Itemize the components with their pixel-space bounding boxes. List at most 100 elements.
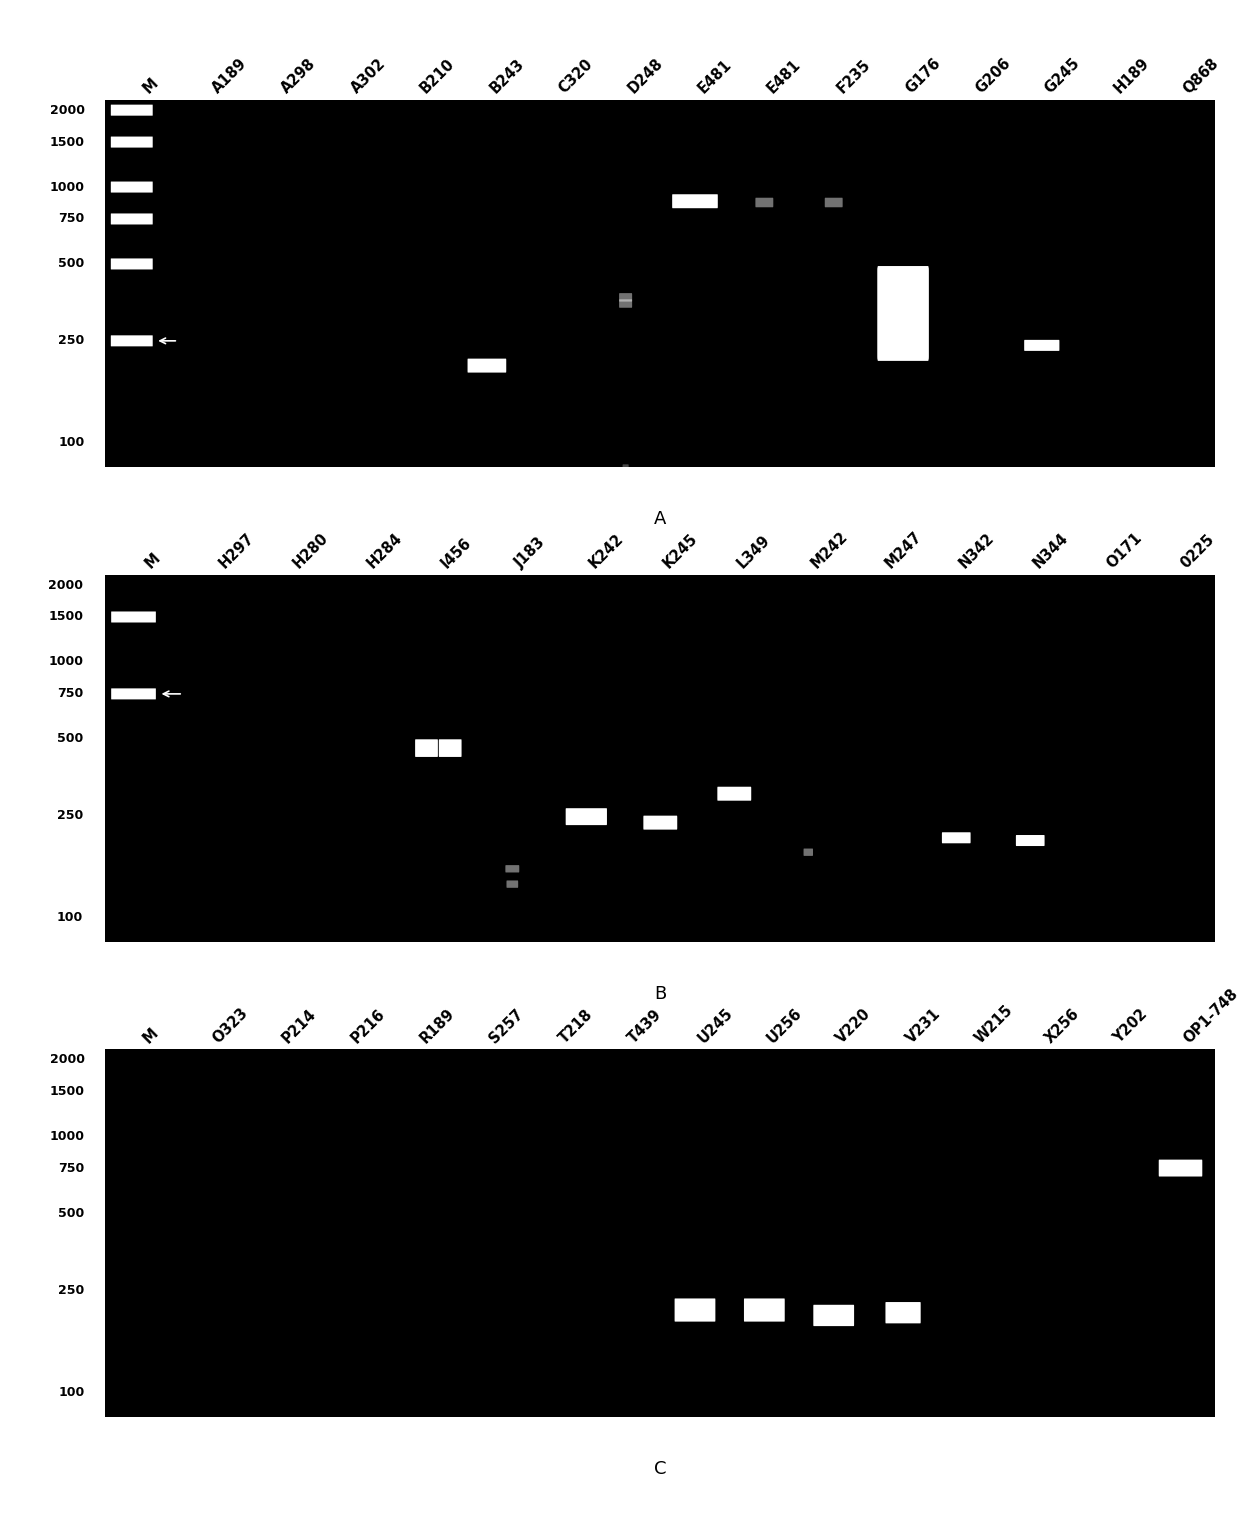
Text: S257: S257 bbox=[487, 1007, 527, 1046]
Text: 1000: 1000 bbox=[48, 656, 83, 668]
Text: G176: G176 bbox=[903, 55, 944, 97]
Text: U256: U256 bbox=[764, 1005, 805, 1046]
Text: F235: F235 bbox=[833, 57, 873, 97]
FancyBboxPatch shape bbox=[110, 181, 153, 193]
FancyBboxPatch shape bbox=[565, 809, 606, 826]
Text: L349: L349 bbox=[734, 533, 773, 571]
FancyBboxPatch shape bbox=[885, 1302, 920, 1324]
Text: G245: G245 bbox=[1042, 55, 1083, 97]
Text: 100: 100 bbox=[58, 437, 84, 449]
FancyBboxPatch shape bbox=[942, 832, 971, 843]
Text: H297: H297 bbox=[217, 530, 257, 571]
Text: N344: N344 bbox=[1030, 530, 1071, 571]
FancyBboxPatch shape bbox=[439, 740, 461, 757]
FancyBboxPatch shape bbox=[467, 358, 506, 372]
FancyBboxPatch shape bbox=[672, 195, 718, 208]
Text: 1000: 1000 bbox=[50, 1131, 84, 1143]
Text: 1500: 1500 bbox=[50, 1085, 84, 1098]
Text: C320: C320 bbox=[557, 57, 596, 97]
Text: 1500: 1500 bbox=[48, 610, 83, 624]
Text: A: A bbox=[655, 510, 666, 529]
Text: OP1-748: OP1-748 bbox=[1180, 987, 1240, 1046]
FancyBboxPatch shape bbox=[110, 213, 153, 225]
Text: Q868: Q868 bbox=[1180, 55, 1221, 97]
Text: 1000: 1000 bbox=[50, 181, 84, 193]
Text: M: M bbox=[143, 550, 164, 571]
FancyBboxPatch shape bbox=[718, 787, 751, 801]
FancyBboxPatch shape bbox=[506, 881, 518, 889]
Text: R189: R189 bbox=[418, 1007, 458, 1046]
Text: H284: H284 bbox=[365, 530, 405, 571]
Text: H189: H189 bbox=[1111, 55, 1152, 97]
FancyBboxPatch shape bbox=[1016, 835, 1044, 846]
Text: 750: 750 bbox=[58, 213, 84, 225]
Text: I456: I456 bbox=[439, 535, 475, 571]
Text: M: M bbox=[140, 1025, 161, 1046]
FancyBboxPatch shape bbox=[110, 136, 153, 147]
Text: 750: 750 bbox=[57, 688, 83, 700]
FancyBboxPatch shape bbox=[644, 815, 677, 830]
Text: 500: 500 bbox=[58, 257, 84, 271]
Text: C: C bbox=[653, 1460, 667, 1478]
FancyBboxPatch shape bbox=[877, 267, 929, 362]
Text: A298: A298 bbox=[279, 57, 319, 97]
Text: V220: V220 bbox=[833, 1007, 874, 1046]
FancyBboxPatch shape bbox=[112, 611, 156, 622]
Text: K245: K245 bbox=[660, 532, 701, 571]
Text: 100: 100 bbox=[58, 1386, 84, 1399]
Text: X256: X256 bbox=[1042, 1007, 1083, 1046]
Text: E481: E481 bbox=[764, 57, 804, 97]
Text: N342: N342 bbox=[956, 530, 997, 571]
Text: B210: B210 bbox=[418, 57, 458, 97]
FancyBboxPatch shape bbox=[622, 464, 629, 470]
Text: 750: 750 bbox=[58, 1163, 84, 1175]
Text: A189: A189 bbox=[210, 57, 249, 97]
Text: G206: G206 bbox=[972, 55, 1013, 97]
Text: 2000: 2000 bbox=[50, 1054, 84, 1066]
Text: M247: M247 bbox=[882, 529, 925, 571]
FancyBboxPatch shape bbox=[110, 336, 153, 346]
FancyBboxPatch shape bbox=[110, 104, 153, 116]
Text: 250: 250 bbox=[58, 1284, 84, 1298]
Text: E481: E481 bbox=[694, 57, 734, 97]
FancyBboxPatch shape bbox=[619, 293, 632, 302]
Text: T218: T218 bbox=[557, 1007, 595, 1046]
Text: 250: 250 bbox=[58, 334, 84, 348]
Text: B: B bbox=[655, 985, 666, 1003]
FancyBboxPatch shape bbox=[675, 1299, 715, 1322]
Text: Y202: Y202 bbox=[1111, 1007, 1151, 1046]
Text: 500: 500 bbox=[57, 732, 83, 746]
Text: P214: P214 bbox=[279, 1007, 319, 1046]
FancyBboxPatch shape bbox=[619, 299, 632, 308]
Text: 500: 500 bbox=[58, 1207, 84, 1221]
Text: 1500: 1500 bbox=[50, 135, 84, 149]
Text: 100: 100 bbox=[57, 912, 83, 924]
FancyBboxPatch shape bbox=[813, 1305, 854, 1327]
FancyBboxPatch shape bbox=[804, 849, 813, 856]
Text: O171: O171 bbox=[1105, 530, 1146, 571]
Text: P216: P216 bbox=[348, 1007, 388, 1046]
Text: U245: U245 bbox=[694, 1005, 735, 1046]
FancyBboxPatch shape bbox=[1158, 1160, 1203, 1177]
Text: 2000: 2000 bbox=[48, 579, 83, 591]
FancyBboxPatch shape bbox=[1024, 340, 1059, 351]
Text: J183: J183 bbox=[512, 535, 548, 571]
FancyBboxPatch shape bbox=[825, 198, 843, 207]
Text: W215: W215 bbox=[972, 1002, 1016, 1046]
FancyBboxPatch shape bbox=[744, 1299, 785, 1322]
Text: H280: H280 bbox=[290, 530, 331, 571]
Text: K242: K242 bbox=[587, 532, 626, 571]
Text: O323: O323 bbox=[210, 1005, 250, 1046]
Text: 2000: 2000 bbox=[50, 104, 84, 116]
Text: T439: T439 bbox=[626, 1007, 665, 1046]
Text: 0225: 0225 bbox=[1178, 532, 1218, 571]
Text: V231: V231 bbox=[903, 1007, 944, 1046]
Text: B243: B243 bbox=[487, 57, 527, 97]
FancyBboxPatch shape bbox=[415, 740, 438, 757]
Text: M242: M242 bbox=[808, 529, 851, 571]
Text: D248: D248 bbox=[626, 55, 666, 97]
Text: M: M bbox=[140, 75, 161, 97]
Text: 250: 250 bbox=[57, 809, 83, 823]
Text: A302: A302 bbox=[348, 57, 388, 97]
FancyBboxPatch shape bbox=[112, 688, 156, 700]
